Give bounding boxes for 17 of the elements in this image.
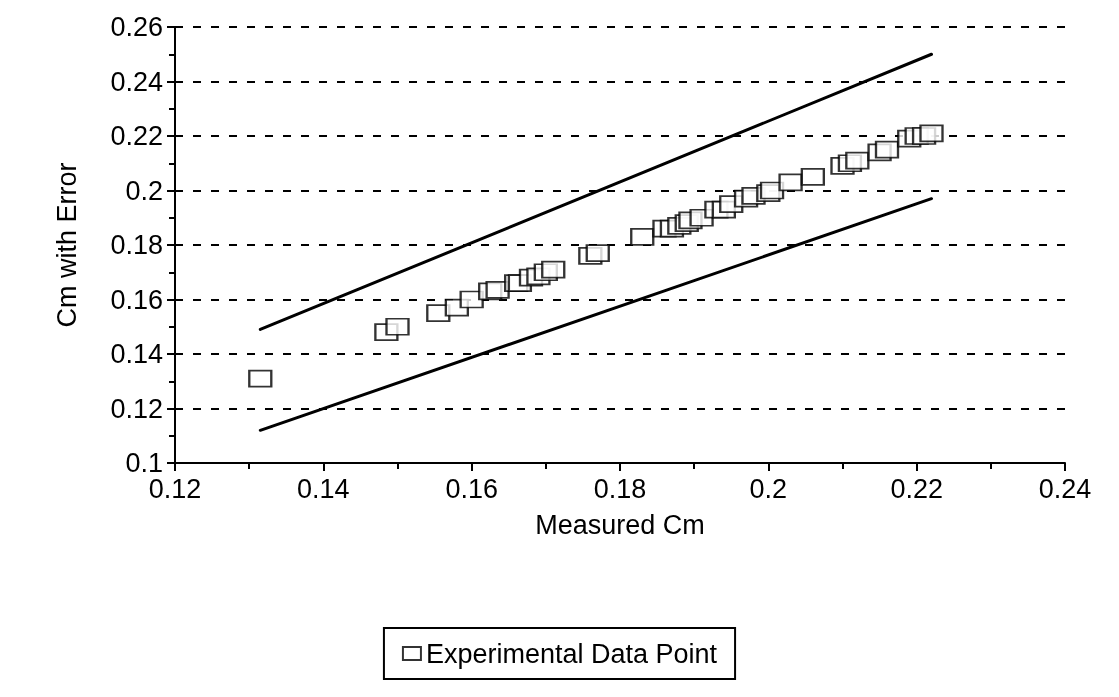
y-tick-label: 0.2 — [125, 175, 163, 206]
x-tick-label: 0.2 — [749, 473, 788, 504]
x-tick-label: 0.18 — [593, 473, 647, 504]
x-tick-label: 0.16 — [445, 473, 498, 504]
y-tick-label: 0.26 — [110, 12, 163, 42]
y-tick-label: 0.22 — [110, 121, 163, 151]
y-tick-label: 0.12 — [110, 393, 163, 424]
x-tick-label: 0.14 — [297, 473, 350, 504]
y-axis-title: Cm with Error — [51, 162, 82, 328]
legend-label: Experimental Data Point — [425, 638, 718, 669]
y-tick-label: 0.18 — [110, 230, 163, 260]
x-tick-label: 0.24 — [1038, 473, 1092, 504]
y-tick-label: 0.14 — [110, 339, 163, 369]
x-tick-label: 0.22 — [890, 473, 943, 504]
x-axis-title: Measured Cm — [535, 509, 705, 540]
y-tick-label: 0.24 — [110, 66, 163, 97]
y-tick-label: 0.16 — [110, 284, 163, 315]
